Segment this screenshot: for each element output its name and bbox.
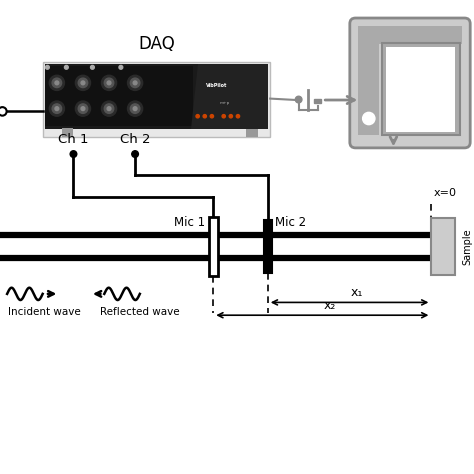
Circle shape (130, 78, 140, 88)
Circle shape (237, 115, 240, 118)
Circle shape (101, 101, 117, 116)
Circle shape (75, 101, 91, 116)
Circle shape (55, 107, 59, 110)
Circle shape (107, 81, 111, 85)
Circle shape (128, 75, 143, 91)
Text: x=0: x=0 (434, 188, 457, 198)
Circle shape (130, 104, 140, 113)
Circle shape (0, 107, 7, 116)
Circle shape (75, 75, 91, 91)
Text: Mic 2: Mic 2 (275, 216, 306, 229)
Circle shape (196, 115, 200, 118)
Circle shape (222, 115, 226, 118)
Circle shape (81, 107, 85, 110)
Circle shape (64, 65, 68, 69)
Bar (45, 64, 268, 129)
Text: DAQ: DAQ (138, 35, 175, 53)
Bar (358, 26, 462, 44)
Circle shape (52, 78, 62, 88)
Circle shape (104, 78, 114, 88)
Bar (246, 128, 258, 137)
Circle shape (101, 75, 117, 91)
Text: VibPilot: VibPilot (206, 83, 228, 88)
Circle shape (46, 65, 49, 69)
Circle shape (363, 112, 375, 125)
Bar (45, 66, 193, 126)
Circle shape (49, 75, 64, 91)
Bar (358, 43, 379, 135)
Bar (431, 218, 455, 275)
Circle shape (210, 115, 213, 118)
Circle shape (78, 78, 88, 88)
Bar (382, 43, 460, 135)
Bar (314, 99, 321, 103)
Circle shape (133, 81, 137, 85)
Circle shape (133, 107, 137, 110)
Bar (386, 47, 455, 132)
Text: m+p: m+p (219, 101, 230, 105)
Text: Reflected wave: Reflected wave (100, 307, 179, 317)
Circle shape (70, 151, 77, 157)
FancyBboxPatch shape (350, 18, 470, 148)
Text: Ch 2: Ch 2 (120, 133, 150, 146)
Circle shape (91, 65, 94, 69)
Text: Sample: Sample (462, 228, 472, 265)
Polygon shape (191, 64, 268, 129)
Circle shape (55, 81, 59, 85)
Bar (264, 220, 272, 273)
Text: x₁: x₁ (350, 286, 363, 299)
Circle shape (49, 101, 64, 116)
Text: x₂: x₂ (323, 299, 336, 312)
Bar (209, 217, 218, 276)
Circle shape (78, 104, 88, 113)
Circle shape (295, 96, 302, 103)
Circle shape (52, 104, 62, 113)
Text: Mic 1: Mic 1 (173, 216, 205, 229)
Bar (62, 128, 73, 137)
Circle shape (81, 81, 85, 85)
Circle shape (132, 151, 138, 157)
Circle shape (119, 65, 123, 69)
Circle shape (128, 101, 143, 116)
Text: Ch 1: Ch 1 (58, 133, 89, 146)
Bar (43, 62, 270, 137)
Circle shape (107, 107, 111, 110)
Text: Incident wave: Incident wave (8, 307, 81, 317)
Circle shape (104, 104, 114, 113)
Circle shape (203, 115, 207, 118)
Circle shape (229, 115, 232, 118)
